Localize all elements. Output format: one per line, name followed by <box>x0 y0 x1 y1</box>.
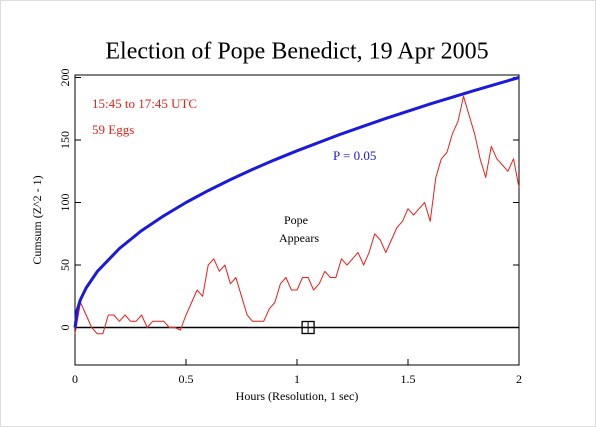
annotation: 59 Eggs <box>92 122 134 137</box>
annotation: Pope <box>284 213 308 227</box>
y-tick-label: 200 <box>58 69 72 87</box>
annotation: 15:45 to 17:45 UTC <box>92 96 197 111</box>
series-line <box>73 76 520 328</box>
x-tick-label: 0 <box>72 372 78 386</box>
y-axis-label: Cumsum (Z^2 - 1) <box>30 175 44 264</box>
series-line <box>74 95 520 335</box>
y-tick-label: 150 <box>58 131 72 149</box>
y-tick-label: 100 <box>58 194 72 212</box>
x-tick-label: 1.5 <box>401 372 416 386</box>
x-tick-label: 2 <box>516 372 522 386</box>
chart-title: Election of Pope Benedict, 19 Apr 2005 <box>105 39 488 65</box>
x-tick-label: 0.5 <box>179 372 194 386</box>
y-tick-label: 50 <box>58 259 72 271</box>
annotation: Appears <box>279 231 319 245</box>
series-label: P = 0.05 <box>333 148 376 163</box>
x-tick-label: 1 <box>294 372 300 386</box>
x-axis-label: Hours (Resolution, 1 sec) <box>236 389 359 403</box>
y-tick-label: 0 <box>58 325 72 331</box>
